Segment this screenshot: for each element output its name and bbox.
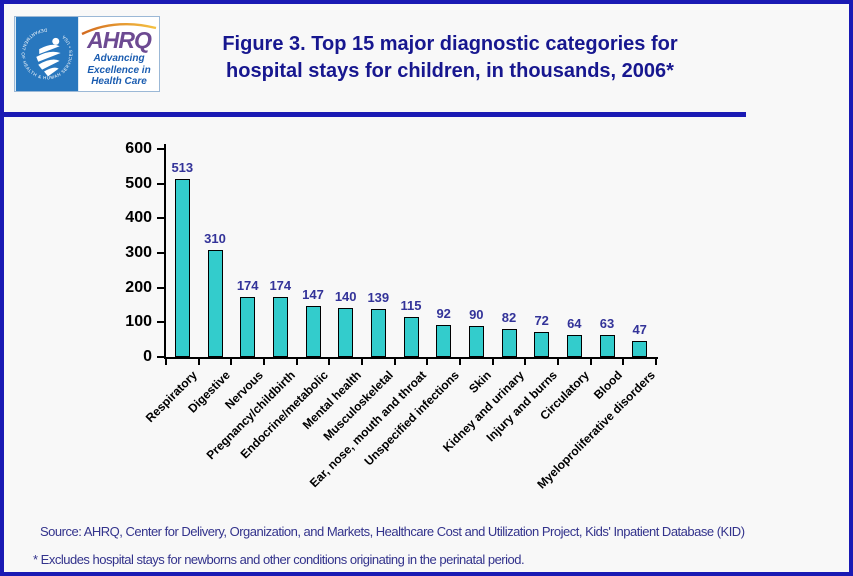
exclusion-note: * Excludes hospital stays for newborns a… — [33, 552, 525, 567]
bar — [566, 335, 582, 357]
y-axis-tick-label: 0 — [143, 348, 152, 365]
ahrq-hhs-logo: DEPARTMENT OF HEALTH & HUMAN SERVICES • … — [14, 16, 160, 92]
bar — [240, 297, 256, 357]
x-axis-tick — [263, 359, 265, 365]
x-axis-tick — [589, 359, 592, 365]
figure-title: Figure 3. Top 15 major diagnostic catego… — [180, 31, 720, 85]
bar-value-label: 174 — [236, 278, 259, 293]
bar — [534, 332, 550, 357]
x-axis-tick — [557, 359, 559, 365]
y-axis-tick — [157, 148, 164, 150]
bar-value-label: 90 — [469, 307, 484, 322]
bar-value-label: 147 — [302, 287, 324, 302]
x-axis-tick — [165, 359, 167, 365]
tagline-line-1: Advancing — [93, 53, 145, 64]
y-axis-tick-label: 400 — [125, 209, 152, 227]
x-axis-tick — [622, 359, 625, 365]
ahrq-tagline: Advancing Excellence in Health Care — [87, 53, 150, 88]
bar-value-label: 63 — [599, 316, 615, 331]
y-axis-line — [164, 144, 166, 359]
y-axis-tick — [157, 286, 164, 289]
bar — [436, 325, 452, 357]
ahrq-logo-panel: AHRQ Advancing Excellence in Health Care — [79, 17, 159, 91]
y-axis-tick-label: 100 — [125, 313, 152, 331]
bar-value-label: 140 — [334, 289, 357, 304]
bar — [632, 341, 648, 357]
y-axis-tick-label: 200 — [125, 278, 152, 296]
y-axis-tick-label: 500 — [125, 174, 152, 192]
y-axis-tick-label: 300 — [125, 244, 152, 261]
y-axis-tick — [157, 321, 164, 324]
x-axis-label-text: Skin — [466, 368, 495, 396]
bar — [403, 317, 419, 357]
bar — [599, 335, 615, 357]
x-axis-line — [164, 357, 658, 359]
x-axis-tick — [197, 359, 200, 365]
tagline-line-2: Excellence in — [87, 64, 151, 76]
bar — [272, 297, 288, 357]
bar-value-label: 64 — [567, 316, 582, 331]
y-axis-tick — [157, 356, 164, 358]
figure-title-line-2: hospital stays for children, in thousand… — [226, 60, 674, 82]
x-axis-tick — [655, 359, 657, 365]
bar — [207, 250, 223, 357]
bar-value-label: 310 — [204, 231, 226, 246]
eagle-glyph — [36, 37, 61, 77]
bar-value-label: 139 — [367, 290, 390, 305]
bar-value-label: 174 — [269, 278, 292, 293]
source-note: Source: AHRQ, Center for Delivery, Organ… — [40, 524, 745, 539]
bar-value-label: 92 — [436, 306, 451, 321]
x-axis-tick — [524, 359, 527, 365]
y-axis-tick — [157, 217, 164, 220]
hhs-eagle-seal-icon: DEPARTMENT OF HEALTH & HUMAN SERVICES • … — [15, 17, 79, 91]
x-axis-tick — [491, 359, 494, 365]
bar — [174, 179, 190, 357]
x-axis-tick — [230, 359, 233, 365]
bar-value-label: 72 — [534, 313, 549, 328]
x-axis-tick — [393, 359, 396, 365]
y-axis-tick — [157, 252, 164, 254]
logo-swoosh-icon — [81, 23, 157, 36]
bar — [338, 308, 354, 357]
bar — [501, 329, 517, 357]
ahrq-wordmark: AHRQ — [87, 27, 152, 53]
bar-value-label: 513 — [171, 160, 194, 175]
x-axis-tick — [459, 359, 461, 365]
x-axis-tick — [328, 359, 331, 365]
x-axis-tick — [361, 359, 363, 365]
bar-value-label: 82 — [501, 310, 517, 325]
bar — [305, 306, 321, 357]
x-axis-tick — [426, 359, 429, 365]
tagline-line-3: Health Care — [91, 76, 147, 87]
bar — [370, 309, 386, 357]
bar-value-label: 115 — [400, 298, 422, 313]
x-axis-tick — [295, 359, 298, 365]
y-axis-tick — [157, 182, 164, 185]
bar — [468, 326, 484, 357]
x-axis-label-text: Respiratory — [143, 368, 201, 426]
figure-title-line-1: Figure 3. Top 15 major diagnostic catego… — [222, 33, 678, 55]
header-divider — [4, 112, 746, 117]
bar-value-label: 47 — [632, 322, 647, 337]
y-axis-tick-label: 600 — [125, 140, 152, 157]
